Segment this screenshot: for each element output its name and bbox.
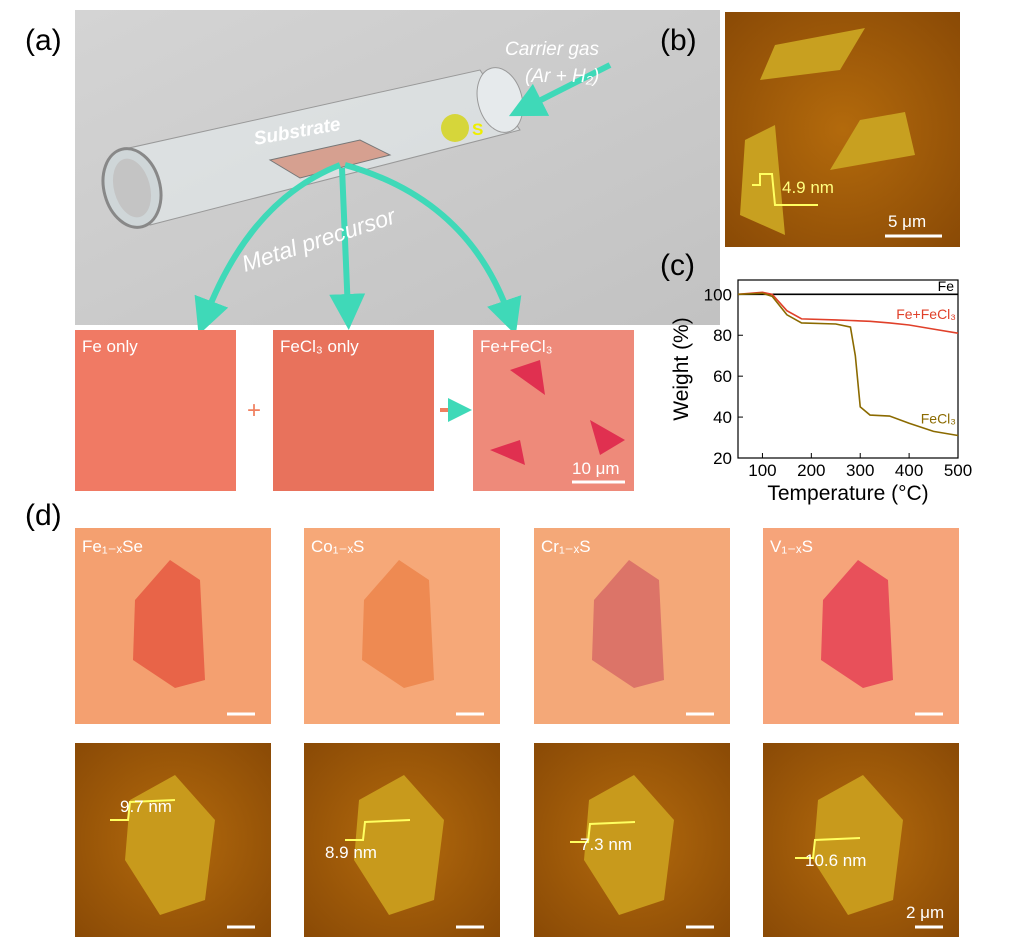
image-label: Fe only [82,337,138,356]
panel-label: (a) [25,24,62,57]
profile [345,819,411,841]
image-label: Fe+FeCl₃ [480,337,553,356]
profile [110,799,176,821]
height-label: 4.9 nm [782,178,834,197]
y-tick-label: 80 [713,326,732,345]
chart: 100 200 300 400 500 20 40 60 80 100 Temperature (°… [670,278,972,505]
flake [592,560,664,688]
image-label: FeCl₃ only [280,337,359,356]
x-tick-label: 300 [846,461,874,480]
flake [740,28,915,235]
label: Carrier gas [505,39,599,60]
profile [752,173,818,206]
x-tick-label: 100 [748,461,776,480]
flake [354,775,444,915]
series-line [737,292,959,437]
profile [795,837,861,859]
tube-bore [112,158,152,218]
scale-label: 5 μm [888,212,926,231]
panel-label: (b) [660,24,697,57]
sulfur [441,114,469,142]
x-axis-label: Temperature (°C) [767,482,928,505]
x-tick-label: 400 [895,461,923,480]
x-tick-label: 500 [944,461,972,480]
flake [125,775,215,915]
height-label: 10.6 nm [805,851,866,870]
panel-d: Fe₁₋ₓSe 9.7 nm Co₁₋ₓS 8.9 nm Cr₁₋ₓS 7.3 nm V₁₋… [75,528,959,937]
series-line [737,291,959,334]
series-label: Fe [938,278,955,294]
label: (Ar + H₂) [525,66,599,87]
series-label: FeCl₃ [921,410,956,426]
height-label: 8.9 nm [325,843,377,862]
optical-image [473,330,634,491]
optical-image [75,330,236,491]
y-tick-label: 100 [704,285,732,304]
material-label: Cr₁₋ₓS [541,537,591,556]
flake [133,560,205,688]
flake [584,775,674,915]
y-axis-label: Weight (%) [670,317,693,420]
material-label: Co₁₋ₓS [311,537,364,556]
material-label: Fe₁₋ₓSe [82,537,143,556]
flake [490,360,625,465]
scale-label: 2 μm [906,903,944,922]
label: S [472,120,483,139]
y-tick-label: 60 [713,367,732,386]
arrow [194,162,342,335]
substrate [268,139,392,179]
panel-label: (c) [660,249,695,282]
arrow [344,162,522,336]
arrow [508,62,612,117]
y-tick-label: 40 [713,408,732,427]
height-label: 7.3 nm [580,835,632,854]
plot-frame [737,279,959,459]
series-label: Fe+FeCl₃ [896,306,956,322]
plus: + [247,397,261,424]
flake [821,560,893,688]
optical-image [273,330,434,491]
arrow [329,167,366,330]
height-label: 9.7 nm [120,797,172,816]
y-tick-label: 20 [713,449,732,468]
panel-label: (d) [25,499,62,532]
flake [813,775,903,915]
profile [570,821,636,843]
flake [362,560,434,688]
scale-label: 10 μm [572,459,620,478]
x-tick-label: 200 [797,461,825,480]
material-label: V₁₋ₓS [770,537,813,556]
